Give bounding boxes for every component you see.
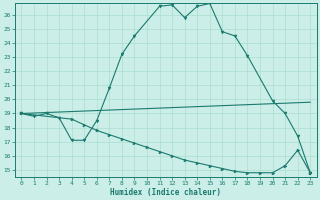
X-axis label: Humidex (Indice chaleur): Humidex (Indice chaleur)	[110, 188, 221, 197]
